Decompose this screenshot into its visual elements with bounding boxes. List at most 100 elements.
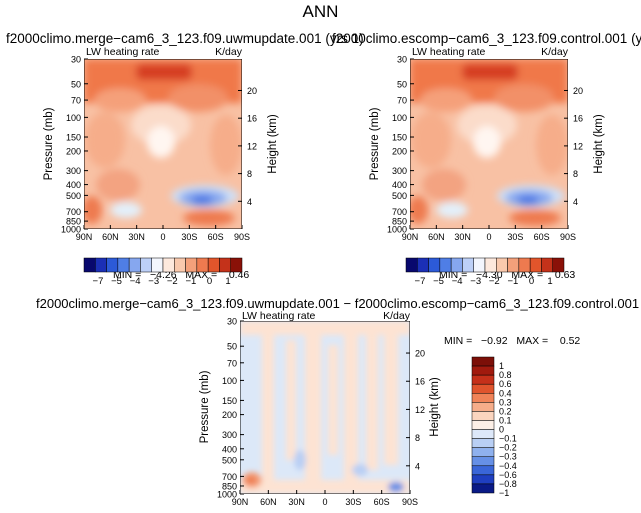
colorbar-swatch [471,447,495,457]
y-tick-label: 1000 [61,225,81,235]
y2-tick-label: 12 [573,141,583,151]
colorbar-swatch [471,483,495,494]
colorbar-swatch [471,465,495,476]
colorbar-swatch [185,257,198,273]
colorbar-label: −7 [415,276,426,287]
x-tick-label: 60S [374,497,390,507]
colorbar-label: −0.6 [499,470,517,480]
panel1-ylabel: Pressure (mb) [43,107,55,180]
panel3-stats: MIN = −0.92 MAX = 0.52 [444,335,580,347]
colorbar-swatch [471,411,495,421]
colorbar-swatch [450,257,463,273]
colorbar-swatch [471,383,495,394]
colorbar-swatch [471,438,495,448]
colorbar-swatch [151,257,164,273]
colorbar-swatch [507,257,520,273]
colorbar-swatch [471,402,495,412]
colorbar-label: −0.2 [499,443,517,453]
colorbar-label: 0.8 [499,370,512,380]
colorbar-swatch [484,257,497,273]
y-tick-label: 200 [66,146,81,156]
colorbar-label: −1 [499,488,509,498]
panel1-title: f2000climo.merge−cam6_3_123.f09.uwmupdat… [6,31,364,46]
y-tick-label: 850 [66,217,81,227]
colorbar-label: 1 [225,276,230,287]
y2-tick-label: 16 [573,114,583,124]
colorbar-swatch [174,257,186,273]
y-tick-label: 150 [66,133,81,143]
y-tick-label: 500 [66,191,81,201]
colorbar-swatch [417,257,429,273]
panel3-field [240,321,410,494]
colorbar-label: 0.6 [499,379,512,389]
panel2-ylabel: Pressure (mb) [369,107,381,180]
colorbar-swatch [196,257,209,273]
colorbar-label: −7 [93,276,104,287]
colorbar-label: 0 [499,425,504,435]
x-tick-label: 30N [288,497,305,507]
y2-tick-label: 8 [415,433,420,443]
colorbar-swatch [428,257,441,273]
panel2-title: f2000climo.escomp−cam6_3_123.f09.control… [332,31,641,46]
y-tick-label: 100 [392,113,407,123]
y2-tick-label: 8 [247,169,252,179]
colorbar-swatch [471,420,495,430]
colorbar-swatch [462,257,474,273]
panel2-y2label: Height (km) [593,114,605,174]
x-tick-label: 30N [454,232,471,242]
colorbar-swatch [471,474,495,485]
colorbar-label: −4 [130,276,141,287]
y-tick-label: 400 [222,444,237,454]
colorbar-swatch [471,429,495,439]
y-tick-label: 50 [397,79,407,89]
y2-tick-label: 4 [415,461,420,471]
colorbar-label: 0.1 [499,415,512,425]
colorbar-swatch [117,257,130,273]
y-tick-label: 850 [222,481,237,491]
y-tick-label: 30 [397,55,407,65]
colorbar-swatch [471,356,495,367]
x-tick-label: 30S [507,232,523,242]
y-tick-label: 200 [392,146,407,156]
colorbar-swatch [95,257,107,273]
y2-tick-label: 20 [573,86,583,96]
colorbar-swatch [518,257,531,273]
y-tick-label: 500 [392,191,407,201]
panel3-field-label: LW heating rate [242,310,316,322]
x-tick-label: 60S [534,232,550,242]
colorbar-label: −2 [489,276,500,287]
colorbar-label: −1 [185,276,196,287]
panel3-title: f2000climo.merge−cam6_3_123.f09.uwmupdat… [36,296,640,311]
colorbar-label: 0 [529,276,534,287]
y-tick-label: 300 [392,166,407,176]
colorbar-swatch [552,257,565,273]
colorbar-swatch [405,257,418,273]
x-tick-label: 0 [486,232,491,242]
colorbar-label: 0.3 [499,397,512,407]
colorbar-label: 1 [547,276,552,287]
y2-tick-label: 16 [247,114,257,124]
y-tick-label: 70 [397,96,407,106]
y-tick-label: 500 [222,455,237,465]
y-tick-label: 1000 [387,225,407,235]
colorbar-swatch [439,257,452,273]
x-tick-label: 0 [322,497,327,507]
colorbar-label: −4 [452,276,463,287]
panel3-y2label: Height (km) [429,377,441,437]
x-tick-label: 0 [160,232,165,242]
y2-tick-label: 20 [415,349,425,359]
colorbar-label: 1 [499,361,504,371]
y-tick-label: 400 [392,180,407,190]
colorbar-label: −0.4 [499,461,517,471]
colorbar-swatch [207,257,220,273]
y-tick-label: 850 [392,217,407,227]
x-tick-label: 60S [208,232,224,242]
y2-tick-label: 16 [415,377,425,387]
colorbar-swatch [106,257,119,273]
y-tick-label: 50 [227,342,237,352]
x-tick-label: 30S [181,232,197,242]
y-tick-label: 300 [222,430,237,440]
colorbar-label: 0.2 [499,406,512,416]
colorbar-swatch [128,257,141,273]
